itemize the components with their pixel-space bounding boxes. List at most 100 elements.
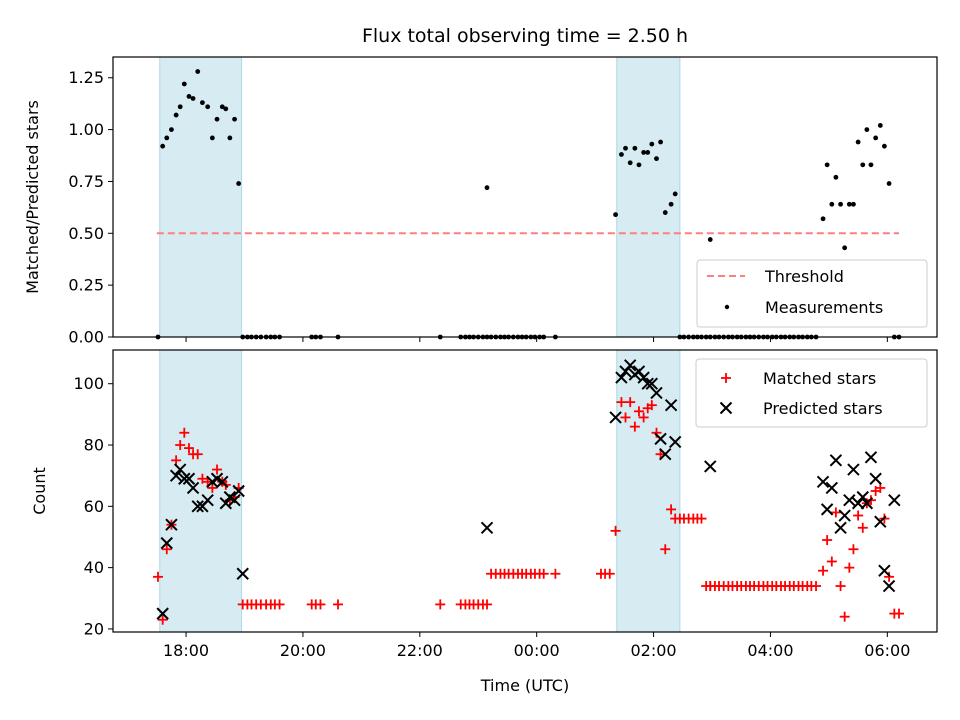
- top-ytick-label: 0.50: [68, 224, 104, 243]
- predicted-point-b: [816, 475, 830, 489]
- predicted-point: [659, 448, 672, 461]
- predicted-point-b: [236, 567, 249, 580]
- matched-point: [192, 449, 203, 460]
- matched-point: [818, 565, 829, 576]
- predicted-point: [609, 411, 622, 424]
- shaded-interval: [616, 349, 681, 633]
- matched-point: [315, 599, 326, 610]
- predicted-point-b: [186, 481, 200, 495]
- predicted-point-b: [659, 448, 672, 461]
- predicted-point: [236, 567, 249, 580]
- measurement-point: [864, 127, 870, 132]
- top-y-axis-label: Matched/Predicted stars: [23, 100, 42, 294]
- bottom-ytick-label: 20: [84, 619, 104, 638]
- top-ytick-label: 1.00: [68, 120, 104, 139]
- legend-threshold-label: Threshold: [764, 267, 844, 286]
- matched-point: [848, 544, 859, 555]
- measurement-point: [877, 123, 883, 128]
- top-legend-box: [696, 259, 928, 328]
- predicted-point-b: [825, 481, 839, 495]
- bottom-xtick-label: 20:00: [280, 641, 326, 660]
- predicted-point: [169, 469, 183, 482]
- predicted-point-b: [609, 411, 622, 424]
- matched-point: [835, 581, 846, 592]
- measurement-point: [173, 112, 179, 118]
- predicted-point: [219, 497, 232, 510]
- measurement-point: [227, 135, 233, 141]
- measurement-point: [164, 135, 170, 141]
- predicted-point-b: [201, 493, 214, 507]
- predicted-point: [637, 371, 650, 384]
- predicted-point: [623, 359, 637, 372]
- bottom-xtick-label: 04:00: [747, 641, 793, 660]
- measurement-point: [169, 127, 174, 132]
- predicted-point: [847, 463, 860, 476]
- measurement-point: [645, 150, 651, 155]
- measurement-point: [672, 191, 678, 197]
- predicted-point: [829, 454, 843, 467]
- bottom-xtick-label: 22:00: [397, 641, 443, 660]
- predicted-point-b: [216, 475, 229, 489]
- predicted-point: [664, 398, 678, 412]
- predicted-point: [874, 515, 887, 528]
- matched-point: [633, 406, 644, 417]
- predicted-point-b: [888, 493, 901, 507]
- matched-point: [666, 504, 677, 515]
- predicted-point: [160, 536, 173, 550]
- bottom-x-axis-label: Time (UTC): [480, 676, 569, 695]
- legend-predicted-label: Predicted stars: [763, 399, 883, 418]
- measurement-point: [190, 96, 196, 101]
- top-ytick-label: 0.25: [68, 276, 104, 295]
- bottom-ytick-label: 80: [84, 436, 104, 455]
- matched-point: [646, 400, 657, 411]
- matched-point: [197, 473, 208, 484]
- matched-point: [171, 455, 182, 466]
- shaded-interval: [616, 56, 681, 338]
- matched-point: [884, 571, 895, 582]
- predicted-point: [615, 371, 628, 384]
- measurement-point: [882, 143, 887, 149]
- measurement-point: [846, 201, 852, 207]
- top-ytick-label: 0.75: [68, 172, 104, 191]
- predicted-point-b: [228, 493, 241, 507]
- bottom-xtick-label: 06:00: [864, 641, 910, 660]
- matched-point: [696, 513, 707, 524]
- predicted-point: [201, 493, 214, 507]
- predicted-point-b: [178, 472, 191, 485]
- matched-point: [857, 522, 868, 533]
- predicted-point: [860, 497, 874, 510]
- predicted-point: [645, 377, 659, 390]
- predicted-point: [228, 493, 241, 507]
- predicted-point-b: [173, 463, 187, 476]
- predicted-point-b: [874, 515, 887, 528]
- measurement-point: [886, 181, 892, 186]
- legend-measurements-swatch: [724, 304, 730, 310]
- predicted-point: [864, 451, 878, 464]
- predicted-point-b: [864, 451, 878, 464]
- predicted-point-b: [169, 469, 183, 482]
- measurement-point: [855, 139, 861, 145]
- predicted-point-b: [156, 607, 169, 620]
- predicted-point: [165, 518, 178, 531]
- matched-point: [853, 510, 864, 521]
- predicted-point-b: [878, 564, 891, 577]
- predicted-point-b: [191, 500, 204, 513]
- measurement-point: [484, 185, 490, 191]
- bottom-xtick-label: 02:00: [631, 641, 677, 660]
- predicted-point: [834, 521, 847, 534]
- measurement-point: [627, 160, 633, 166]
- matched-point: [826, 556, 837, 567]
- predicted-point: [882, 579, 896, 593]
- measurement-point: [195, 69, 201, 74]
- bottom-ytick-label: 60: [84, 497, 104, 516]
- matched-point: [822, 535, 833, 546]
- matched-point: [435, 599, 446, 610]
- measurement-point: [838, 201, 843, 207]
- predicted-point: [216, 475, 229, 489]
- predicted-point-b: [480, 521, 494, 534]
- matched-point: [179, 427, 190, 438]
- matched-point: [620, 412, 631, 423]
- matched-point: [175, 440, 186, 451]
- legend-matched-marker: [721, 373, 731, 383]
- shaded-interval: [159, 349, 243, 633]
